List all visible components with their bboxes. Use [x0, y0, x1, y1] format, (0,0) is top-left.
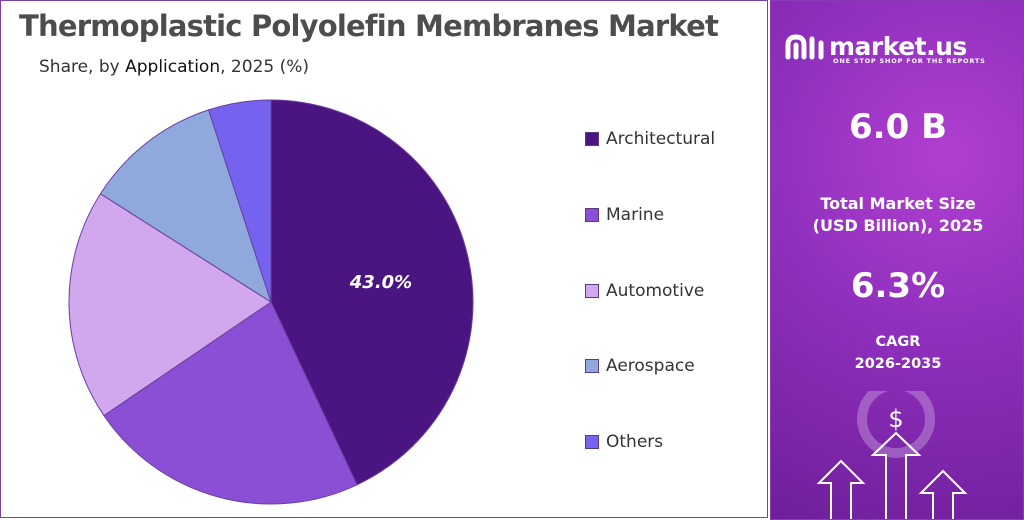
legend-label: Automotive [606, 281, 705, 301]
legend-label: Aerospace [606, 356, 695, 376]
legend-swatch [585, 359, 599, 373]
pie-chart: 43.0% [68, 99, 474, 505]
market-size-value: 6.0 B [849, 107, 947, 147]
legend-swatch [585, 132, 599, 146]
brand-tagline: ONE STOP SHOP FOR THE REPORTS [833, 57, 986, 65]
brand-name: market.us [829, 32, 967, 61]
legend-swatch [585, 435, 599, 449]
summary-panel: market.us ONE STOP SHOP FOR THE REPORTS … [770, 0, 1024, 520]
legend-item-others: Others [585, 430, 765, 454]
legend-item-architectural: Architectural [585, 127, 765, 151]
chart-panel: Thermoplastic Polyolefin Membranes Marke… [0, 0, 768, 518]
legend-label: Marine [606, 205, 665, 225]
market-size-label-line1: Total Market Size [820, 194, 976, 213]
legend-label: Others [606, 432, 664, 452]
market-us-logo-icon [785, 34, 824, 60]
cagr-label: CAGR 2026-2035 [771, 331, 1023, 375]
market-size-label-line2: (USD Billion), 2025 [812, 216, 984, 235]
pie-slice-others [207, 99, 272, 303]
cagr-label-line2: 2026-2035 [854, 356, 942, 372]
market-size-label: Total Market Size (USD Billion), 2025 [771, 193, 1023, 237]
pie-slice-automotive [68, 193, 272, 417]
chart-title: Thermoplastic Polyolefin Membranes Marke… [19, 9, 719, 43]
subtitle-highlight: Application [125, 57, 221, 77]
pie-slice-aerospace [99, 109, 272, 304]
dollar-icon: $ [888, 405, 903, 433]
legend-item-automotive: Automotive [585, 279, 765, 303]
legend-swatch [585, 284, 599, 298]
pie-slice-marine [103, 301, 358, 505]
cagr-value: 6.3% [850, 266, 946, 306]
growth-arrows-icon: $ [816, 391, 968, 519]
chart-subtitle: Share, by Application, 2025 (%) [39, 57, 309, 77]
legend-item-aerospace: Aerospace [585, 354, 765, 378]
legend-item-marine: Marine [585, 203, 765, 227]
subtitle-suffix: , 2025 (%) [220, 57, 310, 77]
legend-label: Architectural [606, 129, 716, 149]
brand-logo: market.us [785, 31, 967, 63]
cagr-label-line1: CAGR [875, 334, 921, 350]
legend-swatch [585, 208, 599, 222]
subtitle-prefix: Share, by [39, 57, 126, 77]
data-label-architectural: 43.0% [349, 272, 412, 293]
pie-slice-architectural [270, 99, 474, 486]
